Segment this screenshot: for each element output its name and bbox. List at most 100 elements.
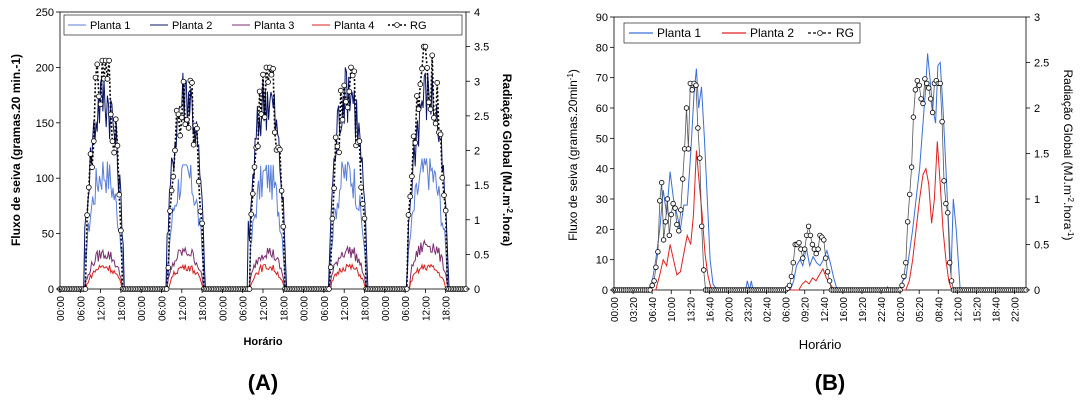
x-tick-label-b: 02:40 [763, 297, 774, 322]
series-point-b [809, 241, 816, 248]
panel-label-a: (A) [248, 370, 279, 395]
series-point-b [905, 219, 911, 225]
series-point-a [339, 116, 346, 123]
series-point-a [278, 188, 285, 194]
series-point-a [409, 173, 415, 180]
legend-label-a: RG [410, 20, 427, 32]
series-point-a [425, 99, 432, 105]
series-point-a [351, 68, 358, 75]
series-point-a [405, 212, 412, 218]
legend-label-a: Planta 4 [334, 20, 374, 32]
y-tick-label-b: 70 [596, 73, 608, 85]
series-point-a [359, 201, 366, 207]
series-point-a [344, 104, 351, 111]
series-point-b [685, 146, 692, 152]
series-point-b [910, 114, 917, 120]
series-point-a [113, 116, 119, 122]
series-point-b [664, 196, 671, 202]
series-point-b [786, 282, 793, 289]
y-tick-label-b: 10 [596, 255, 608, 267]
series-point-b [815, 246, 821, 252]
x-tick-label-a: 18:00 [279, 296, 290, 321]
x-tick-label-b: 03:20 [629, 297, 640, 322]
series-point-b [660, 237, 667, 243]
series-point-b [800, 255, 806, 261]
series-point-a [434, 79, 441, 86]
series-point-b [693, 82, 699, 88]
legend-marker-a [394, 22, 400, 28]
series-point-a [175, 111, 182, 118]
legend-a: Planta 1 Planta 2 Planta 3 Planta 4 RG [63, 14, 463, 36]
x-tick-label-a: 12:00 [97, 296, 108, 321]
series-point-a [361, 215, 368, 222]
series-point-a [180, 78, 187, 85]
series-point-a [442, 207, 449, 214]
series-point-a [410, 133, 417, 140]
y-tick-label-a: 100 [36, 173, 54, 185]
series-point-b [924, 80, 930, 87]
y-tick-label-b: 90 [596, 12, 608, 24]
y2-tick-label-b: 3 [1034, 12, 1040, 24]
y2-axis-label-b: Radiação Global (MJ.m-2.hora-1) [1061, 70, 1076, 241]
y2-tick-label-b: 1 [1034, 194, 1040, 206]
series-point-a [108, 111, 114, 118]
series-point-b [689, 87, 695, 93]
series-point-b [899, 282, 905, 289]
series-point-b [813, 250, 819, 257]
series-point-b [651, 278, 657, 284]
series-point-a [94, 61, 100, 68]
series-point-b [926, 85, 932, 91]
panel-label-b: (B) [815, 370, 846, 395]
series-point-a [419, 65, 425, 72]
series-point-b [927, 96, 934, 102]
series-point-a [265, 79, 271, 85]
x-tick-label-b: 02:00 [896, 297, 907, 322]
x-tick-label-b: 06:00 [782, 297, 793, 322]
series-point-b [945, 209, 951, 216]
series-point-a [172, 147, 178, 154]
series-point-b [649, 282, 655, 289]
y2-tick-label-b: 0 [1034, 285, 1040, 297]
series-point-a [260, 71, 266, 78]
series-point-a [258, 111, 265, 117]
legend-box-a [63, 14, 463, 36]
series-point-a [439, 175, 446, 181]
series-point-a [412, 140, 419, 146]
series-point-a [170, 173, 177, 180]
series-point-a [184, 117, 190, 123]
series-point-b [697, 155, 703, 161]
x-tick-label-a: 00:00 [300, 296, 311, 321]
series-point-a [82, 286, 89, 292]
y2-tick-label-a: 3 [474, 76, 480, 88]
series-point-b [695, 125, 701, 131]
series-point-a [414, 93, 420, 99]
series-point-a [336, 149, 342, 156]
y-tick-label-b: 0 [602, 285, 608, 297]
x-tick-label-a: 18:00 [198, 296, 209, 321]
series-point-a [270, 65, 276, 72]
series-point-b [929, 109, 936, 116]
x-tick-label-b: 19:20 [858, 297, 869, 322]
series-point-a [167, 208, 173, 214]
x-tick-label-a: 06:00 [76, 296, 87, 321]
series-point-b [701, 267, 707, 273]
series-point-a [86, 184, 92, 191]
series-point-b [678, 207, 684, 213]
x-tick-label-a: 00:00 [137, 296, 148, 321]
x-tick-label-a: 12:00 [259, 296, 270, 321]
legend-label-a: Planta 1 [90, 20, 130, 32]
series-point-a [96, 93, 102, 100]
series-point-b [908, 164, 915, 170]
x-tick-label-a: 18:00 [361, 296, 372, 321]
y-tick-label-b: 20 [596, 224, 608, 236]
series-point-a [250, 191, 256, 197]
series-point-b [670, 200, 676, 207]
series-point-a [114, 142, 121, 149]
x-tick-label-b: 10:00 [667, 297, 678, 322]
series-point-b [824, 269, 831, 275]
series-point-b [823, 255, 829, 261]
y2-tick-label-a: 2.5 [474, 111, 489, 123]
x-tick-label-b: 06:40 [648, 297, 659, 322]
y2-axis-label-a: Radiação Global (MJ.m-2.hora) [500, 74, 515, 247]
series-line-b-1 [614, 141, 1026, 291]
